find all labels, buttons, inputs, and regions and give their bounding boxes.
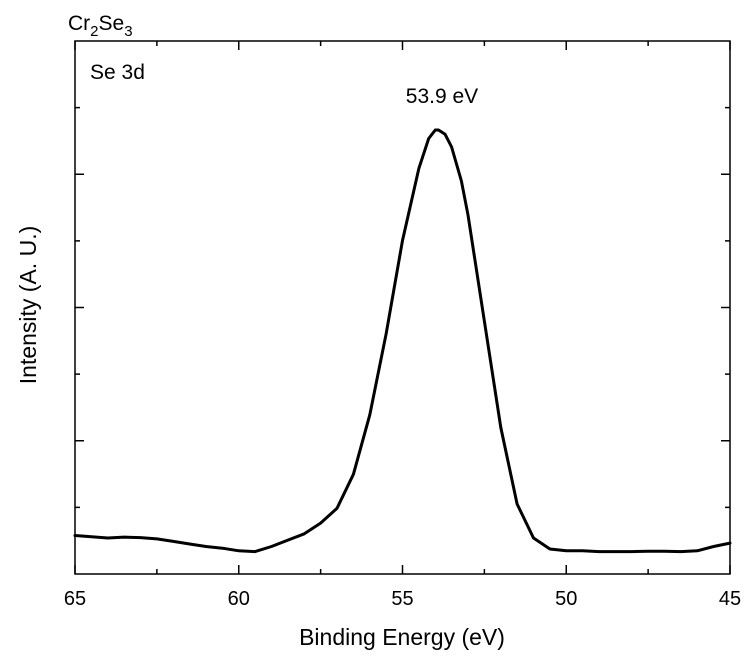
plot-frame <box>74 40 731 575</box>
series-line-se3d <box>73 128 732 554</box>
x-tick-labels: 65 60 55 50 45 <box>64 588 741 610</box>
sample-label-sub2: 3 <box>124 23 132 40</box>
ticks <box>74 41 731 574</box>
y-axis-title: Intensity (A. U.) <box>15 226 41 384</box>
x-tick-label: 55 <box>391 588 413 610</box>
sample-label: Cr2Se3 <box>68 12 133 40</box>
x-tick-label: 50 <box>555 588 577 610</box>
sample-label-sub1: 2 <box>90 23 98 40</box>
panel-label: Se 3d <box>90 61 145 84</box>
peak-annotation: 53.9 eV <box>406 85 478 108</box>
x-axis-title: Binding Energy (eV) <box>299 624 505 650</box>
x-tick-label: 65 <box>64 588 86 610</box>
x-tick-label: 60 <box>228 588 250 610</box>
x-tick-label: 45 <box>719 588 741 610</box>
sample-label-mid: Se <box>99 12 125 35</box>
sample-label-base: Cr <box>68 12 90 35</box>
